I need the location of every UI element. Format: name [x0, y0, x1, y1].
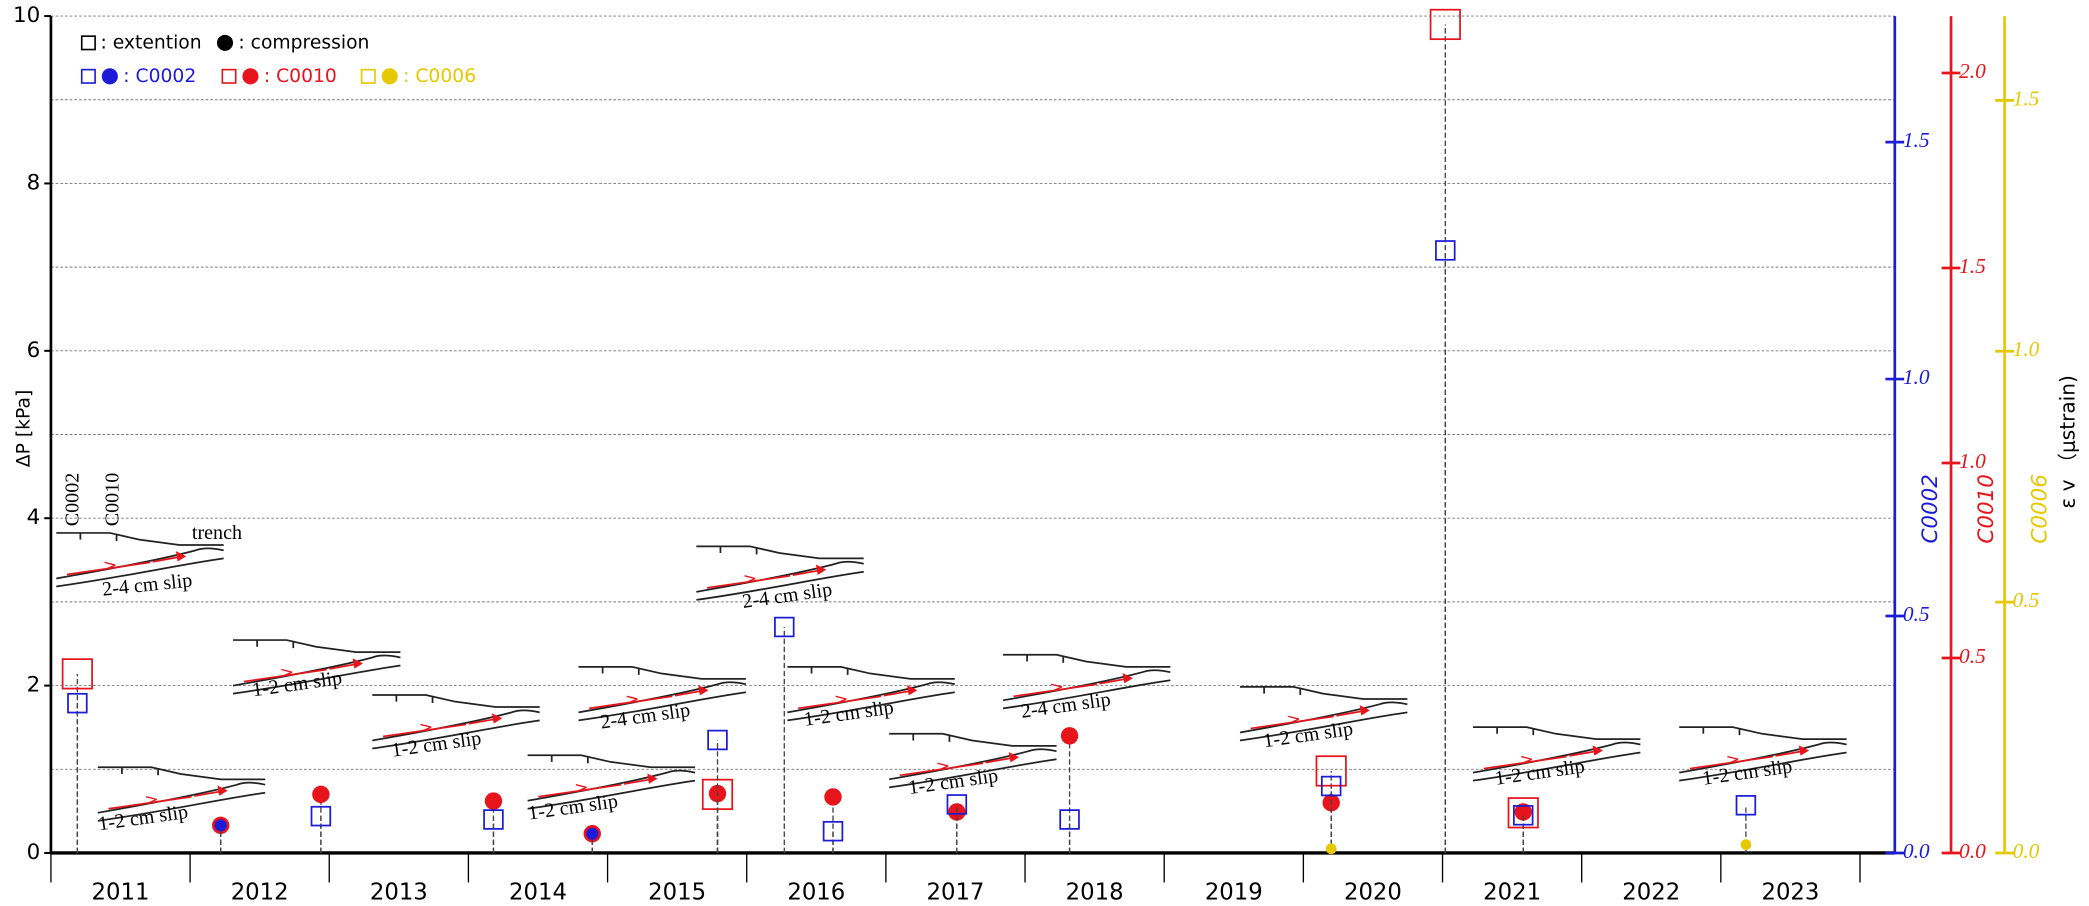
- legend-symbol: [362, 70, 375, 83]
- x-tick-label: 2022: [1622, 880, 1680, 906]
- sketch-surface: [579, 667, 746, 679]
- annotation: 1-2 cm slip: [1701, 755, 1794, 789]
- chart: ΔP [kPa] ε v （μstrain) 0 2 4 6 8 10 2011 2012 20…: [0, 0, 2089, 906]
- sketch-surface: [696, 546, 863, 558]
- legend-symbol: [242, 68, 258, 84]
- x-tick-label: 2018: [1066, 880, 1124, 906]
- legend-label: : extention: [100, 32, 201, 53]
- annotation: 1-2 cm slip: [1262, 718, 1355, 752]
- y-tick-label: 6: [27, 338, 41, 363]
- annotation: 2-4 cm slip: [101, 569, 193, 600]
- x-tick-label: 2023: [1761, 880, 1819, 906]
- compression-marker: [485, 792, 502, 809]
- annotation: 1-2 cm slip: [251, 667, 344, 701]
- sketch-surface: [1003, 655, 1170, 667]
- y2-tick-label: 2.0: [1959, 59, 1986, 83]
- legend-label: : C0002: [123, 66, 196, 87]
- y2-axis-title: ε v （μstrain): [2055, 375, 2079, 508]
- y2-tick-label: 1.0: [1903, 365, 1930, 389]
- compression-marker: [586, 828, 598, 840]
- annotation: 1-2 cm slip: [803, 696, 896, 730]
- x-tick-label: 2020: [1344, 880, 1402, 906]
- compression-marker: [1061, 727, 1078, 744]
- x-tick-label: 2017: [927, 880, 985, 906]
- sketch-surface: [787, 667, 954, 679]
- x-tick-label: 2021: [1483, 880, 1541, 906]
- y2-tick-label: 0.0: [1903, 839, 1930, 863]
- legend-symbol: [382, 68, 398, 84]
- y2-tick-label: 0.5: [2013, 588, 2040, 612]
- compression-marker: [312, 786, 329, 803]
- annotation: 1-2 cm slip: [527, 790, 620, 824]
- x-tick-label: 2014: [509, 880, 567, 906]
- compression-marker: [215, 819, 227, 831]
- sketch-surface: [528, 755, 695, 767]
- y2-tick-label: 0.5: [1903, 602, 1930, 626]
- annotation: C0002: [61, 473, 83, 527]
- y2-tick-label: 0.0: [2013, 839, 2040, 863]
- y2-tick-label: 0.0: [1959, 839, 1986, 863]
- sketch-surface: [1679, 727, 1846, 739]
- annotation: 1-2 cm slip: [907, 765, 1000, 799]
- x-tick-label: 2011: [92, 880, 150, 906]
- sketch-surface: [233, 640, 400, 652]
- y2-axis-title: C0010: [1974, 474, 1999, 543]
- annotation: 1-2 cm slip: [1493, 755, 1586, 789]
- x-tick-label: 2019: [1205, 880, 1263, 906]
- sketch-surface: [889, 734, 1056, 746]
- legend-symbol: [102, 68, 118, 84]
- legend-symbol: [222, 70, 235, 83]
- sketch-surface: [1473, 727, 1640, 739]
- legend-label: : compression: [238, 32, 369, 53]
- y2-tick-label: 0.5: [1959, 644, 1986, 668]
- y2-tick-label: 1.5: [1959, 254, 1986, 278]
- sketch-surface: [372, 695, 539, 707]
- legend-label: : C0006: [403, 66, 476, 87]
- y2-tick-label: 1.5: [1903, 128, 1930, 152]
- x-tick-label: 2015: [648, 880, 706, 906]
- y2-tick-label: 1.0: [1959, 449, 1986, 473]
- y-tick-label: 0: [27, 840, 41, 865]
- compression-marker: [1741, 839, 1752, 850]
- x-tick-label: 2012: [231, 880, 289, 906]
- annotation: 2-4 cm slip: [741, 579, 834, 613]
- y-tick-label: 8: [27, 170, 41, 195]
- y2-tick-label: 1.0: [2013, 337, 2040, 361]
- annotation: 1-2 cm slip: [390, 727, 483, 761]
- compression-marker: [1326, 843, 1337, 854]
- legend-symbol: [82, 36, 95, 49]
- x-tick-label: 2013: [370, 880, 428, 906]
- y-tick-label: 10: [13, 3, 40, 28]
- annotation: 1-2 cm slip: [97, 801, 190, 835]
- y2-axis-title: C0002: [1918, 474, 1943, 543]
- compression-marker: [824, 788, 841, 805]
- y-tick-label: 4: [27, 505, 41, 530]
- legend-symbol: [82, 70, 95, 83]
- legend-symbol: [217, 35, 233, 51]
- legend-label: : C0010: [264, 66, 337, 87]
- y2-tick-label: 1.5: [2013, 86, 2040, 110]
- y-tick-label: 2: [27, 673, 41, 698]
- x-tick-label: 2016: [787, 880, 845, 906]
- y2-axis-title: C0006: [2028, 474, 2053, 543]
- annotation: C0010: [101, 473, 123, 527]
- annotation: trench: [192, 522, 242, 544]
- sketch-surface: [1240, 687, 1407, 699]
- y-axis-title: ΔP [kPa]: [14, 390, 35, 467]
